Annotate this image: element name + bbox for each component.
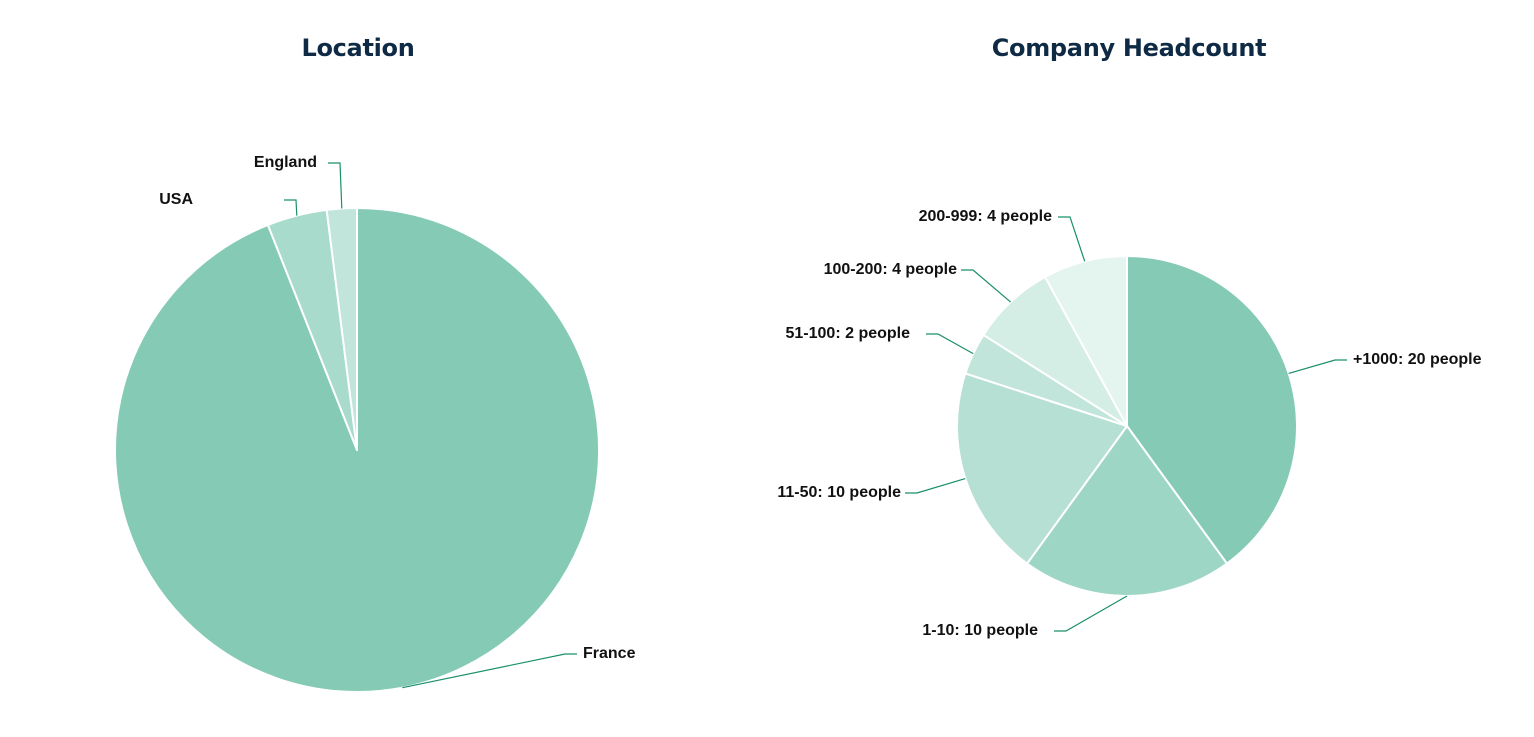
slice-label-france: France (583, 645, 636, 662)
slice-label-england: England (254, 154, 317, 171)
leader-line-usa (284, 199, 298, 216)
slice-label-100-200-4-people: 100-200: 4 people (824, 261, 958, 278)
location-pie-chart: France USA England (114, 154, 636, 693)
leader-line-11-50-10-people (905, 477, 966, 494)
location-chart-panel: Location France USA England (0, 0, 716, 737)
pie-slice-1000-20-people[interactable] (1126, 255, 1298, 565)
headcount-pie-chart: +1000: 20 people 1-10: 10 people 11-50: 10… (777, 208, 1482, 639)
slice-label-1000-20-people: +1000: 20 people (1353, 351, 1482, 368)
leader-line-france (402, 653, 577, 689)
leader-line-1-10-10-people (1054, 595, 1128, 632)
location-chart-title: Location (301, 34, 415, 62)
leader-line-1000-20-people (1288, 359, 1347, 375)
leader-line-england (328, 162, 343, 209)
pie-slice-200-999-4-people[interactable] (1044, 255, 1128, 427)
pie-slice-1-10-10-people[interactable] (1026, 425, 1228, 597)
slice-label-51-100-2-people: 51-100: 2 people (786, 325, 911, 342)
headcount-chart-panel: Company Headcount +1000: 20 people 1-10: … (735, 0, 1523, 737)
slice-label-11-50-10-people: 11-50: 10 people (777, 484, 901, 501)
leader-line-200-999-4-people (1058, 216, 1086, 262)
headcount-chart-title: Company Headcount (991, 34, 1267, 62)
leader-line-100-200-4-people (961, 269, 1012, 303)
slice-label-200-999-4-people: 200-999: 4 people (919, 208, 1053, 225)
slice-label-1-10-10-people: 1-10: 10 people (922, 622, 1038, 639)
slice-label-usa: USA (159, 191, 193, 208)
leader-line-51-100-2-people (926, 333, 974, 355)
